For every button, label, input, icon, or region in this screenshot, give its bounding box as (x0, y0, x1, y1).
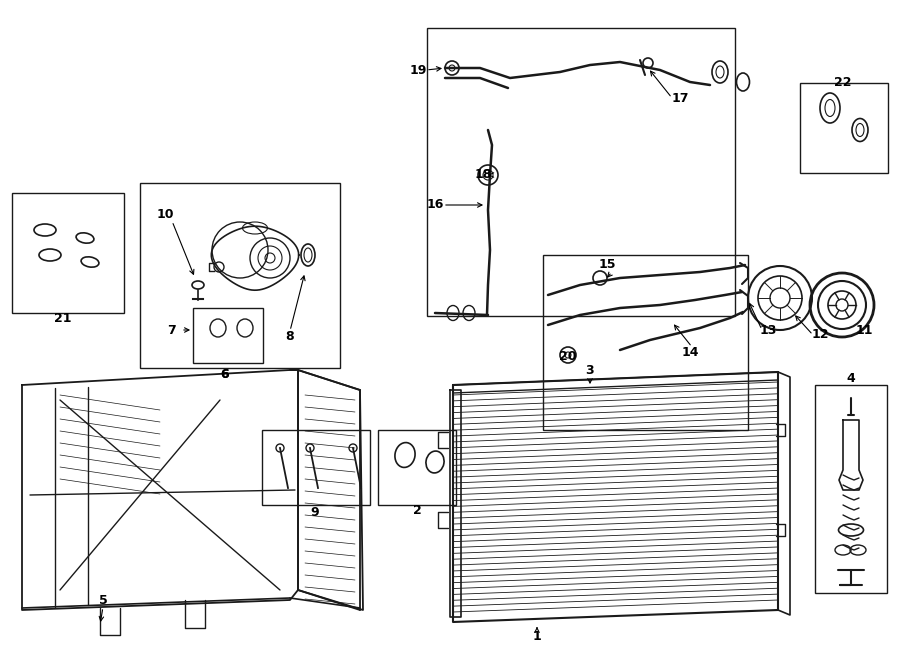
Bar (193, 308, 263, 363)
Text: 21: 21 (54, 311, 72, 325)
Bar (543, 255, 748, 430)
Text: 16: 16 (427, 198, 444, 212)
Text: 1: 1 (533, 631, 542, 644)
Text: 9: 9 (310, 506, 320, 518)
Bar (815, 385, 887, 593)
Text: 20: 20 (559, 350, 577, 364)
Text: 11: 11 (855, 323, 873, 336)
Text: 19: 19 (410, 63, 427, 77)
Text: 22: 22 (834, 75, 851, 89)
Text: 10: 10 (157, 208, 174, 221)
Text: 7: 7 (166, 323, 176, 336)
Text: 2: 2 (412, 504, 421, 516)
Text: 13: 13 (760, 323, 777, 336)
Bar (800, 83, 888, 173)
Bar (12, 193, 124, 313)
Text: 6: 6 (220, 368, 230, 381)
Text: 5: 5 (99, 594, 107, 607)
Text: 6: 6 (220, 368, 230, 381)
Text: 12: 12 (811, 329, 829, 342)
Bar (262, 430, 370, 505)
Bar (427, 28, 735, 316)
Text: 14: 14 (681, 346, 698, 360)
Text: 3: 3 (586, 364, 594, 377)
Text: 4: 4 (847, 371, 855, 385)
Text: 15: 15 (598, 258, 616, 272)
Text: 17: 17 (671, 91, 688, 104)
Text: 8: 8 (285, 330, 294, 344)
Bar (140, 183, 340, 368)
Text: 18: 18 (474, 169, 491, 182)
Bar (378, 430, 456, 505)
